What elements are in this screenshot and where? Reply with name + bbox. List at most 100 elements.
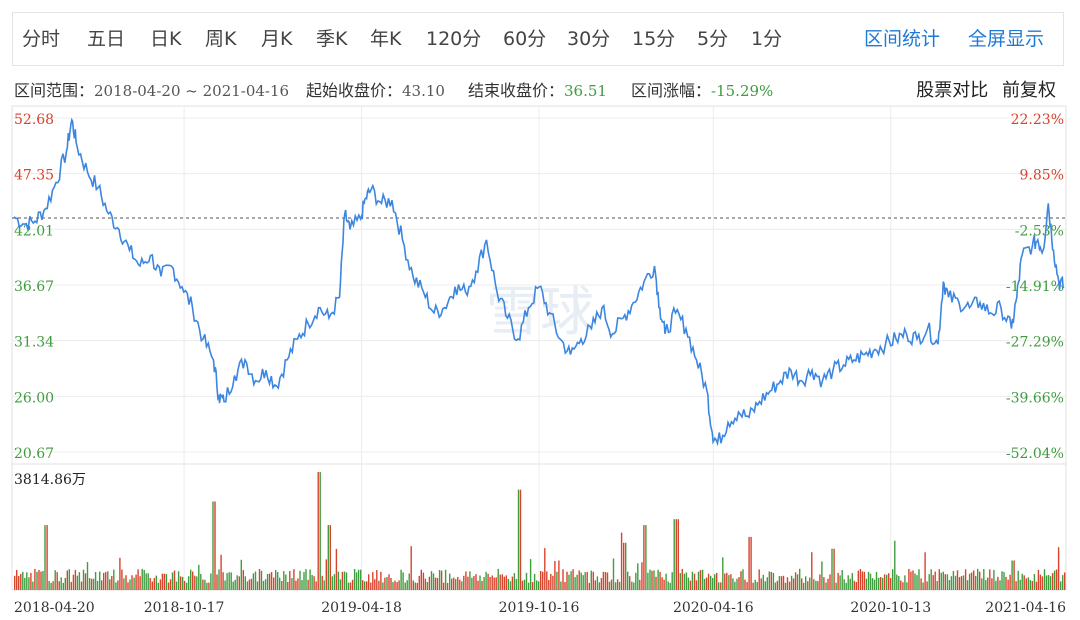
volume-bar bbox=[600, 578, 603, 590]
volume-bar bbox=[386, 577, 388, 590]
volume-bar bbox=[70, 581, 72, 590]
volume-bar bbox=[568, 574, 570, 590]
fullscreen-button[interactable]: 全屏显示 bbox=[968, 28, 1045, 50]
volume-bar bbox=[1029, 580, 1031, 590]
volume-bar bbox=[714, 574, 716, 590]
period-tab[interactable]: 5分 bbox=[697, 28, 729, 50]
volume-bar bbox=[560, 581, 562, 590]
volume-bar bbox=[190, 569, 192, 590]
volume-bar bbox=[675, 519, 677, 590]
volume-bar bbox=[829, 574, 831, 590]
volume-bar bbox=[127, 582, 129, 590]
date-tick-label: 2021-04-16 bbox=[985, 600, 1066, 616]
volume-bar bbox=[738, 577, 740, 590]
period-tab[interactable]: 1分 bbox=[751, 28, 783, 50]
volume-bar bbox=[1001, 571, 1003, 590]
volume-bar bbox=[1033, 574, 1036, 590]
volume-bar bbox=[869, 573, 872, 590]
volume-bar bbox=[544, 548, 546, 590]
price-tick-label: 20.67 bbox=[14, 446, 54, 462]
period-tab[interactable]: 周K bbox=[205, 28, 237, 50]
period-tab[interactable]: 五日 bbox=[87, 28, 126, 50]
volume-bar bbox=[849, 578, 851, 590]
volume-bar bbox=[297, 578, 299, 590]
volume-bar bbox=[428, 576, 431, 590]
volume-bar bbox=[643, 525, 645, 590]
volume-bar bbox=[683, 573, 686, 590]
volume-bar bbox=[900, 580, 902, 590]
volume-bar bbox=[230, 572, 232, 590]
volume-bar bbox=[825, 582, 827, 590]
volume-bar bbox=[351, 579, 354, 590]
volume-bar bbox=[198, 564, 200, 590]
volume-bar bbox=[928, 574, 930, 590]
volume-bar bbox=[378, 580, 380, 590]
period-tab[interactable]: 15分 bbox=[632, 28, 676, 50]
period-tab[interactable]: 月K bbox=[261, 28, 293, 50]
period-tab[interactable]: 120分 bbox=[426, 28, 482, 50]
volume-bar bbox=[776, 580, 779, 590]
volume-bar bbox=[321, 575, 323, 590]
volume-bar bbox=[1045, 575, 1048, 590]
period-tab[interactable]: 60分 bbox=[503, 28, 547, 50]
volume-bar bbox=[796, 574, 799, 590]
volume-bar bbox=[1023, 575, 1025, 590]
volume-bar bbox=[934, 571, 936, 590]
volume-bar bbox=[485, 571, 487, 590]
volume-bar bbox=[562, 569, 564, 590]
volume-bar bbox=[960, 576, 963, 590]
percent-tick-label: 9.85% bbox=[1020, 168, 1064, 184]
volume-bar bbox=[847, 575, 849, 590]
volume-bar bbox=[962, 575, 965, 590]
volume-bar bbox=[364, 581, 366, 590]
volume-bar bbox=[817, 581, 819, 590]
volume-bar bbox=[66, 570, 68, 590]
volume-bar bbox=[645, 525, 647, 590]
volume-bar bbox=[307, 579, 309, 590]
volume-bar bbox=[240, 559, 242, 590]
forward-adjust-toggle[interactable]: 前复权 bbox=[1002, 80, 1056, 101]
volume-bar bbox=[42, 571, 44, 590]
volume-bar bbox=[720, 582, 722, 590]
period-tab[interactable]: 30分 bbox=[567, 28, 611, 50]
volume-bar bbox=[78, 572, 81, 590]
interval-stats-button[interactable]: 区间统计 bbox=[864, 28, 941, 50]
period-tab[interactable]: 日K bbox=[150, 28, 182, 50]
volume-bar bbox=[121, 569, 123, 590]
change-value: -15.29% bbox=[711, 82, 774, 100]
volume-bar bbox=[766, 577, 768, 590]
volume-bar bbox=[586, 572, 588, 590]
volume-bar bbox=[989, 569, 991, 590]
volume-bar bbox=[107, 571, 109, 590]
volume-bar bbox=[101, 580, 103, 590]
period-tab[interactable]: 年K bbox=[370, 28, 402, 50]
volume-bar bbox=[853, 580, 855, 590]
volume-bar bbox=[819, 574, 821, 590]
volume-bar bbox=[499, 574, 501, 590]
volume-bar bbox=[133, 577, 135, 590]
volume-bar bbox=[226, 573, 228, 590]
volume-bar bbox=[1037, 569, 1040, 590]
volume-bar bbox=[424, 578, 427, 590]
volume-bar bbox=[438, 570, 441, 590]
volume-bar bbox=[883, 574, 886, 590]
volume-bar bbox=[422, 572, 425, 590]
volume-bar bbox=[214, 501, 216, 590]
volume-bar bbox=[481, 580, 483, 590]
volume-bar bbox=[103, 572, 105, 590]
volume-bar bbox=[384, 577, 386, 590]
period-tab[interactable]: 分时 bbox=[22, 28, 61, 50]
stock-compare-button[interactable]: 股票对比 bbox=[916, 80, 989, 101]
volume-bar bbox=[273, 577, 275, 590]
volume-bar bbox=[54, 570, 56, 590]
volume-bar bbox=[169, 579, 172, 590]
volume-bar bbox=[469, 571, 471, 590]
volume-bar bbox=[277, 572, 279, 590]
period-tab[interactable]: 季K bbox=[316, 28, 348, 50]
volume-bar bbox=[339, 579, 342, 590]
start-price-label: 起始收盘价： bbox=[306, 81, 403, 100]
volume-bar bbox=[119, 557, 121, 590]
volume-bar bbox=[948, 580, 951, 590]
volume-bar bbox=[432, 573, 435, 590]
volume-bar bbox=[179, 576, 182, 590]
